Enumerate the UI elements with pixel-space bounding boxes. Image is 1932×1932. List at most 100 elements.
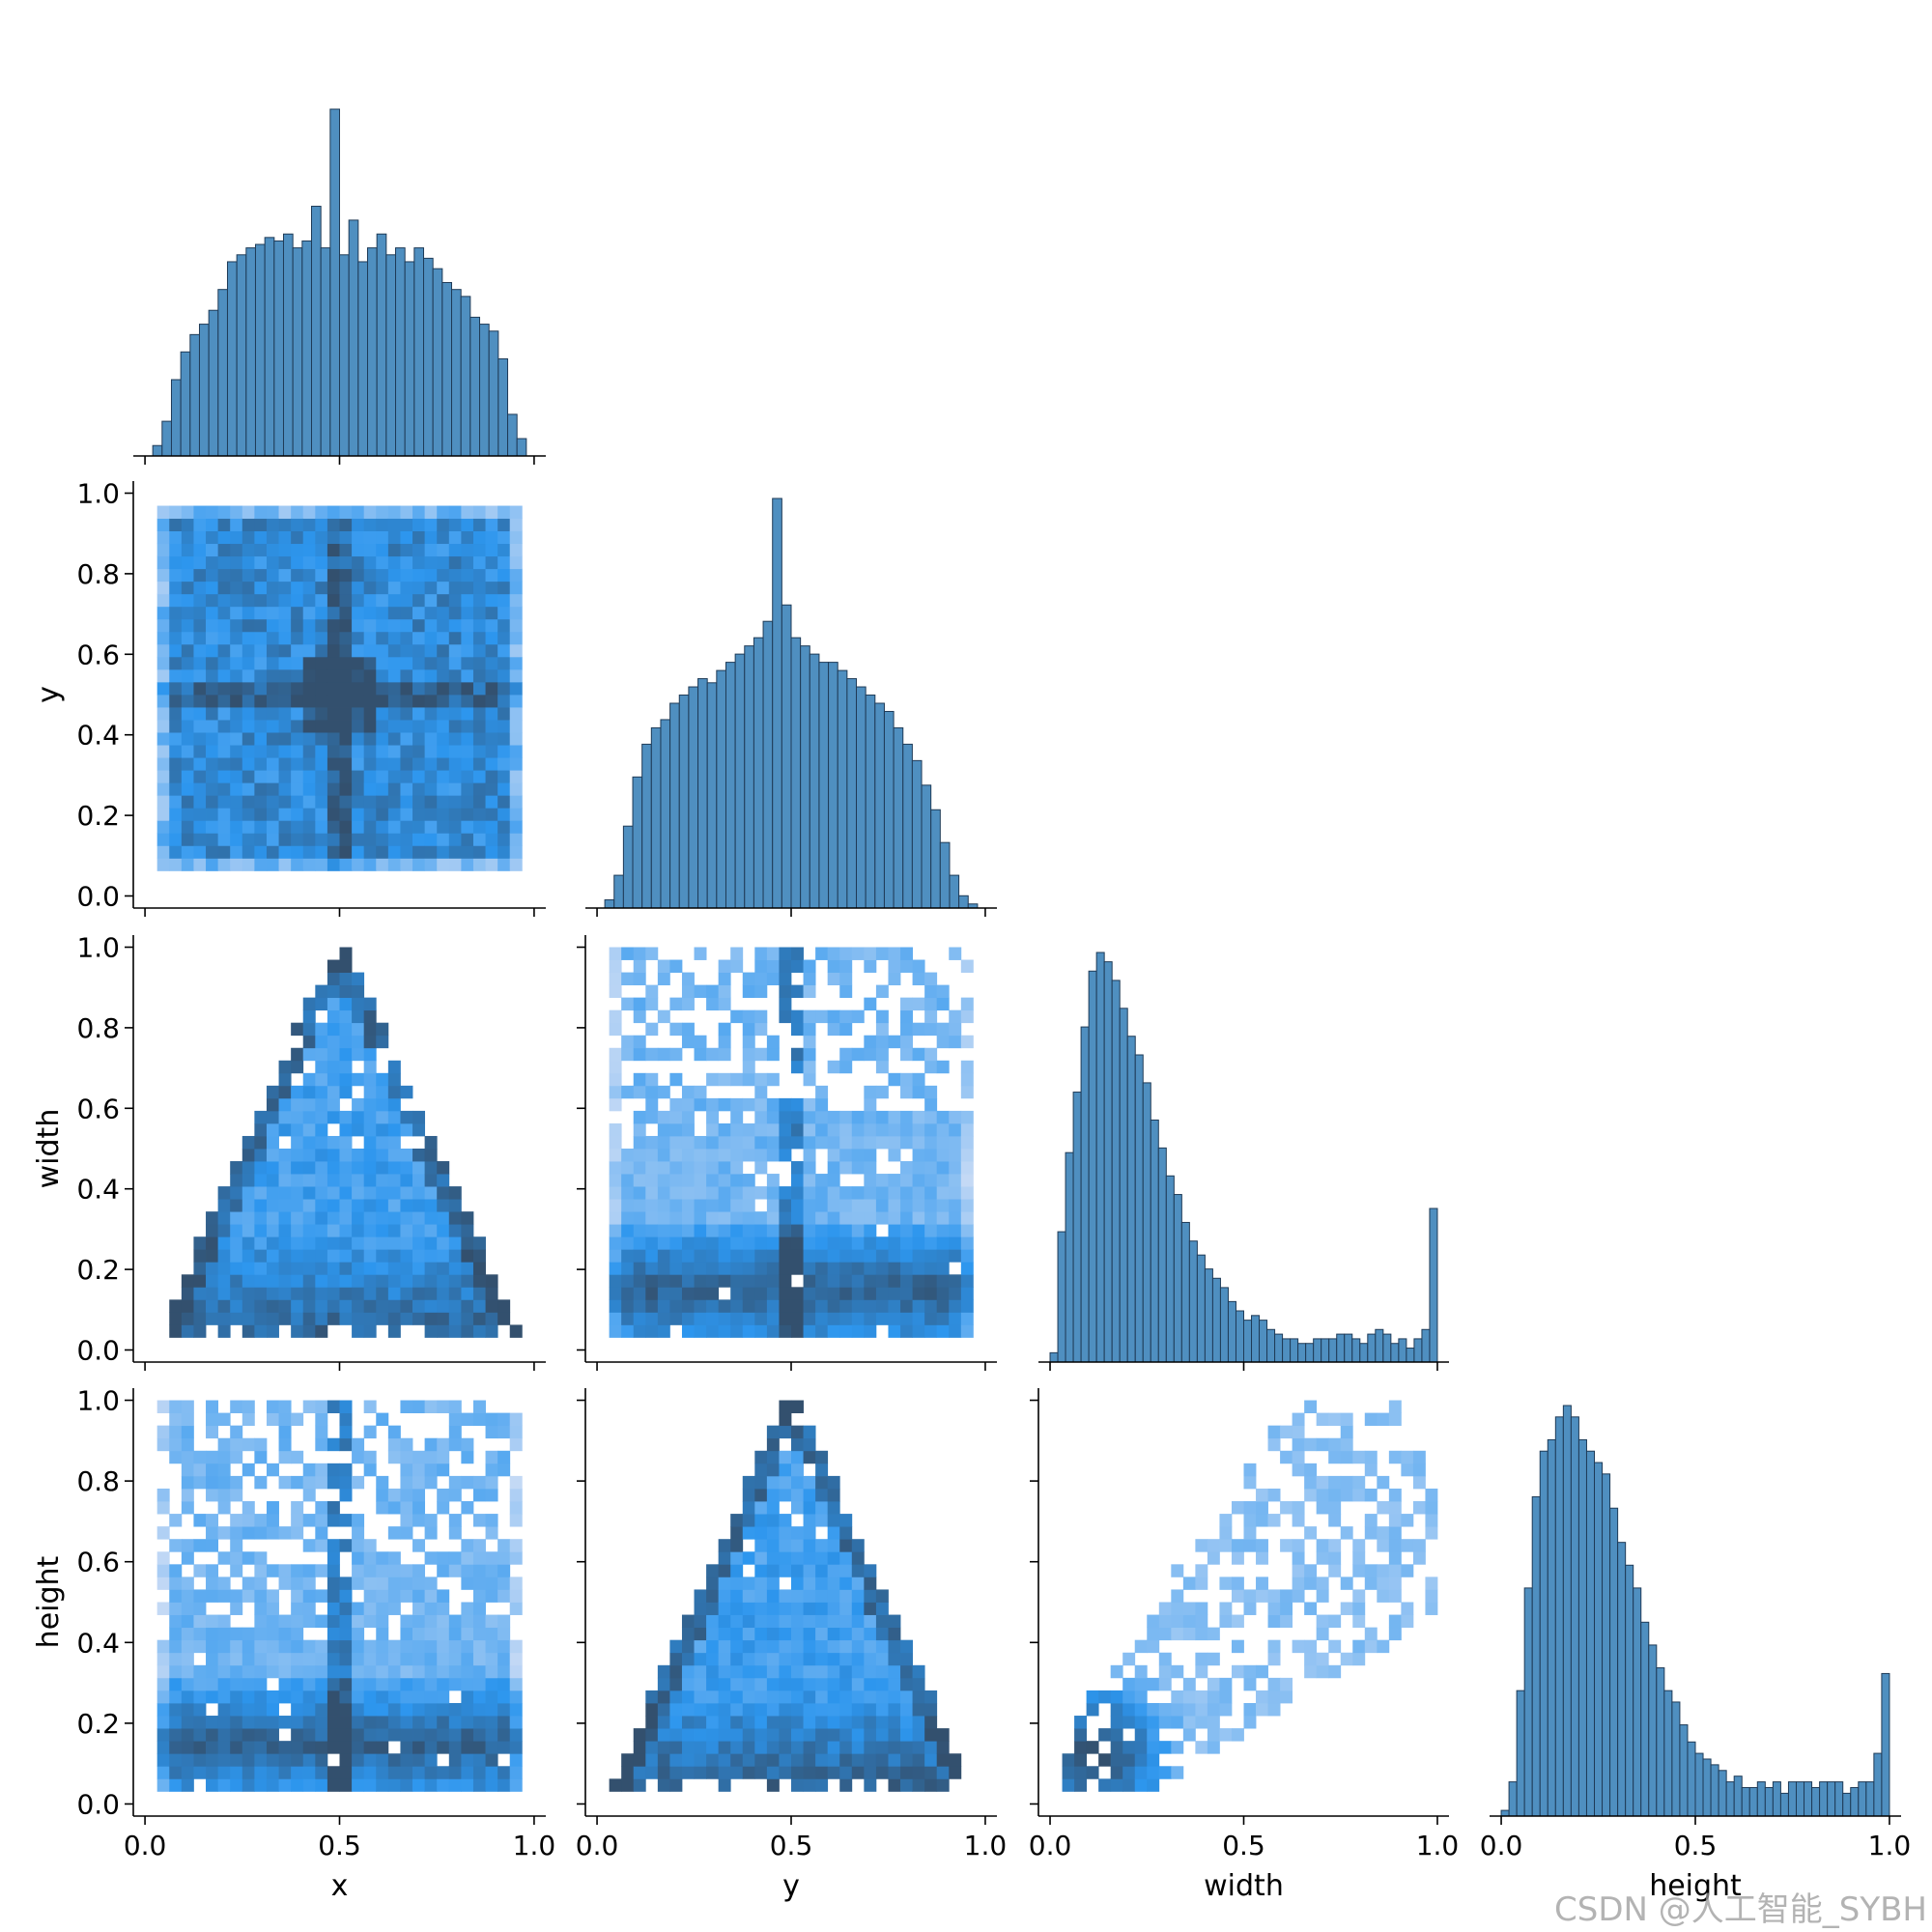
heatmap-cell xyxy=(609,1236,622,1250)
heatmap-cell xyxy=(706,1614,720,1629)
heatmap-cell xyxy=(1292,1564,1305,1577)
heatmap-cell xyxy=(1316,1577,1329,1590)
heatmap-cell xyxy=(742,1122,755,1137)
heatmap-cell xyxy=(217,618,231,633)
heatmap-cell xyxy=(181,668,194,683)
heatmap-cell xyxy=(376,1664,389,1679)
y-tick-label: 0.2 xyxy=(76,1708,120,1740)
heatmap-cell xyxy=(315,1501,328,1515)
heatmap-cell xyxy=(448,1627,462,1641)
heatmap-cell xyxy=(266,1174,279,1187)
heatmap-cell xyxy=(827,1716,840,1729)
heatmap-cell xyxy=(1158,1766,1172,1779)
heatmap-cell xyxy=(754,947,768,960)
heatmap-cell xyxy=(437,581,450,595)
heatmap-cell xyxy=(327,543,340,557)
heatmap-cell xyxy=(278,1716,292,1729)
heatmap-cell xyxy=(206,631,219,645)
heatmap-cell xyxy=(291,681,304,696)
heatmap-cell xyxy=(217,1501,231,1515)
heatmap-cell xyxy=(864,1602,877,1615)
heatmap-cell xyxy=(875,1122,889,1137)
heatmap-cell xyxy=(169,757,183,771)
heatmap-cell xyxy=(315,681,328,696)
heatmap-cell xyxy=(815,1287,829,1300)
heatmap-cell xyxy=(509,1437,523,1452)
heatmap-cell xyxy=(1352,1475,1366,1490)
heatmap-cell xyxy=(400,1639,413,1654)
heatmap-cell xyxy=(448,795,462,809)
heatmap-cell xyxy=(1280,1677,1293,1691)
heatmap-cell xyxy=(1377,1577,1390,1590)
heatmap-cell xyxy=(718,1602,731,1615)
heatmap-cell xyxy=(266,593,279,608)
heatmap-cell xyxy=(217,581,231,595)
heatmap-cell xyxy=(839,1262,853,1275)
heatmap-cell xyxy=(424,1766,438,1779)
heatmap-cell xyxy=(206,530,219,545)
heatmap-cell xyxy=(815,1299,829,1313)
heatmap-cell xyxy=(424,1514,438,1527)
heatmap-cell xyxy=(742,984,755,999)
heatmap-cell xyxy=(230,593,243,608)
heatmap-cell xyxy=(706,1716,720,1729)
heatmap-cell xyxy=(327,1728,340,1742)
heatmap-cell xyxy=(779,1463,792,1477)
heatmap-cell xyxy=(1147,1627,1160,1641)
heatmap-cell xyxy=(156,1716,170,1729)
heatmap-cell xyxy=(485,1627,498,1641)
heatmap-cell xyxy=(217,593,231,608)
hist-bar xyxy=(273,240,284,457)
heatmap-cell xyxy=(387,530,401,545)
heatmap-cell xyxy=(779,1135,792,1150)
heatmap-cell xyxy=(730,1135,744,1150)
heatmap-cell xyxy=(278,1577,292,1590)
heatmap-cell xyxy=(302,505,316,519)
hist-bar xyxy=(790,637,802,909)
heatmap-cell xyxy=(1412,1463,1426,1477)
heatmap-cell xyxy=(803,1035,816,1049)
heatmap-cell xyxy=(1207,1741,1220,1754)
heatmap-cell xyxy=(230,656,243,670)
heatmap-cell xyxy=(266,568,279,582)
heatmap-cell xyxy=(217,1224,231,1237)
heatmap-cell xyxy=(912,1161,925,1175)
heatmap-cell xyxy=(352,1766,365,1779)
heatmap-cell xyxy=(681,1299,695,1313)
heatmap-cell xyxy=(266,782,279,796)
hist-bar xyxy=(1679,1724,1689,1817)
hist-bar xyxy=(339,254,350,457)
heatmap-cell xyxy=(694,1602,707,1615)
heatmap-cell xyxy=(1340,1526,1353,1540)
heatmap-cell xyxy=(509,543,523,557)
heatmap-cell xyxy=(352,681,365,696)
heatmap-cell xyxy=(363,581,377,595)
heatmap-cell xyxy=(694,1149,707,1162)
heatmap-cell xyxy=(376,1097,389,1112)
heatmap-cell xyxy=(681,1022,695,1037)
heatmap-cell xyxy=(327,1400,340,1413)
heatmap-cell xyxy=(718,1312,731,1325)
heatmap-cell xyxy=(327,581,340,595)
heatmap-cell xyxy=(327,1627,340,1641)
heatmap-cell xyxy=(754,1072,768,1087)
heatmap-cell xyxy=(302,518,316,532)
heatmap-cell xyxy=(448,1299,462,1313)
heatmap-cell xyxy=(387,656,401,670)
heatmap-cell xyxy=(1110,1741,1123,1754)
heatmap-cell xyxy=(694,1047,707,1062)
heatmap-cell xyxy=(363,1174,377,1187)
heatmap-cell xyxy=(461,505,474,519)
heatmap-cell xyxy=(485,1274,498,1288)
heatmap-cell xyxy=(1316,1589,1329,1603)
heatmap-cell xyxy=(278,681,292,696)
heatmap-cell xyxy=(291,1526,304,1540)
heatmap-cell xyxy=(266,1741,279,1754)
heatmap-cell xyxy=(827,1122,840,1137)
heatmap-cell xyxy=(851,1690,865,1704)
heatmap-cell xyxy=(694,1236,707,1250)
heatmap-cell xyxy=(424,643,438,658)
heatmap-cell xyxy=(461,845,474,859)
heatmap-cell xyxy=(1364,1463,1378,1477)
heatmap-cell xyxy=(827,1249,840,1263)
